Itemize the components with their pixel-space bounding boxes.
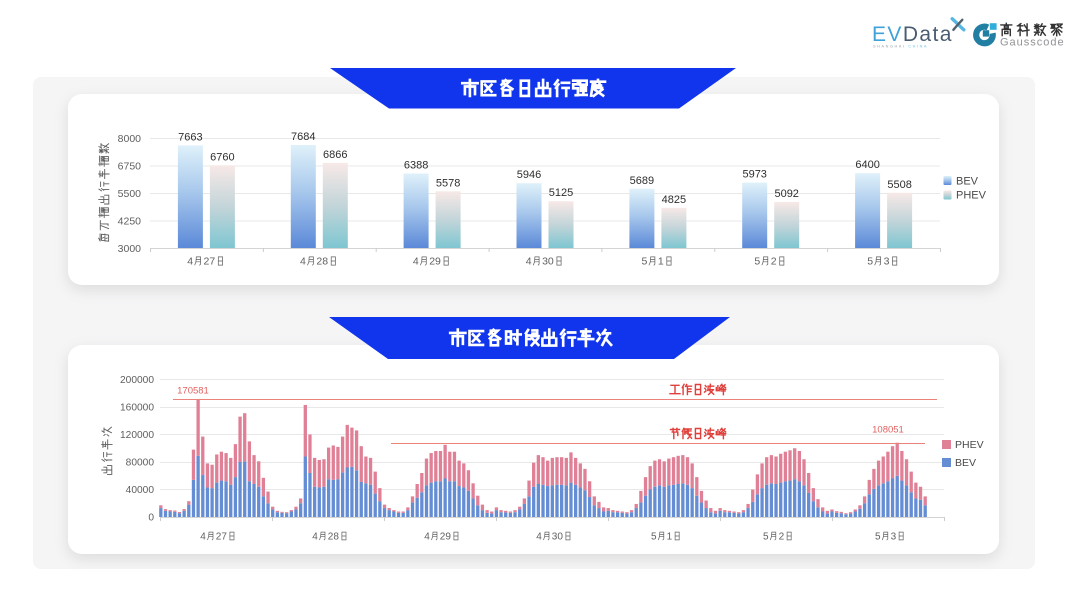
svg-text:27: 27 [204, 256, 216, 268]
svg-text:0: 0 [148, 513, 154, 524]
svg-text:29: 29 [429, 256, 441, 268]
svg-text:6760: 6760 [210, 151, 234, 163]
svg-text:5: 5 [875, 532, 881, 543]
svg-text:4: 4 [413, 256, 419, 268]
svg-text:30: 30 [542, 256, 554, 268]
svg-text:4: 4 [536, 532, 542, 543]
svg-text:SHANGHAI CHINA: SHANGHAI CHINA [873, 45, 928, 49]
svg-text:4: 4 [200, 532, 206, 543]
svg-text:4: 4 [526, 256, 532, 268]
svg-text:5946: 5946 [517, 169, 541, 181]
svg-text:4: 4 [187, 256, 193, 268]
svg-text:2: 2 [779, 532, 785, 543]
svg-text:40000: 40000 [126, 485, 155, 496]
svg-text:5: 5 [763, 532, 769, 543]
svg-text:27: 27 [216, 532, 228, 543]
svg-text:5508: 5508 [887, 179, 911, 191]
svg-text:6750: 6750 [118, 160, 142, 172]
svg-text:200000: 200000 [120, 375, 154, 386]
svg-text:5500: 5500 [118, 188, 142, 200]
svg-text:30: 30 [552, 532, 564, 543]
svg-text:4: 4 [300, 256, 306, 268]
svg-text:PHEV: PHEV [955, 439, 984, 451]
svg-text:7684: 7684 [291, 131, 315, 143]
svg-text:28: 28 [316, 256, 328, 268]
svg-text:4: 4 [424, 532, 430, 543]
svg-text:5973: 5973 [742, 169, 766, 181]
svg-text:BEV: BEV [955, 457, 976, 469]
svg-text:8000: 8000 [118, 133, 142, 145]
svg-text:5125: 5125 [549, 187, 573, 199]
svg-text:3000: 3000 [118, 243, 142, 255]
svg-text:6400: 6400 [855, 159, 879, 171]
svg-text:5: 5 [867, 256, 873, 268]
svg-text:5578: 5578 [436, 177, 460, 189]
svg-text:1: 1 [658, 256, 664, 268]
svg-text:5: 5 [651, 532, 657, 543]
svg-text:2: 2 [771, 256, 777, 268]
svg-text:28: 28 [328, 532, 340, 543]
svg-text:108051: 108051 [872, 425, 904, 436]
svg-text:4: 4 [312, 532, 318, 543]
svg-text:5092: 5092 [774, 188, 798, 200]
svg-text:5: 5 [642, 256, 648, 268]
svg-text:6866: 6866 [323, 149, 347, 161]
svg-text:1: 1 [667, 532, 673, 543]
svg-text:EVData: EVData [872, 23, 953, 46]
svg-text:80000: 80000 [126, 458, 155, 469]
svg-text:4250: 4250 [118, 215, 142, 227]
svg-text:160000: 160000 [120, 403, 154, 414]
svg-text:7663: 7663 [178, 131, 202, 143]
svg-text:120000: 120000 [120, 430, 154, 441]
svg-text:BEV: BEV [956, 176, 979, 188]
svg-text:29: 29 [440, 532, 452, 543]
svg-text:PHEV: PHEV [956, 190, 987, 202]
svg-text:170581: 170581 [177, 386, 209, 397]
svg-text:3: 3 [884, 256, 890, 268]
svg-text:6388: 6388 [404, 160, 428, 172]
svg-text:5689: 5689 [630, 175, 654, 187]
svg-text:4825: 4825 [662, 194, 686, 206]
svg-text:Gausscode: Gausscode [1000, 37, 1065, 49]
svg-text:5: 5 [754, 256, 760, 268]
svg-text:3: 3 [891, 532, 897, 543]
